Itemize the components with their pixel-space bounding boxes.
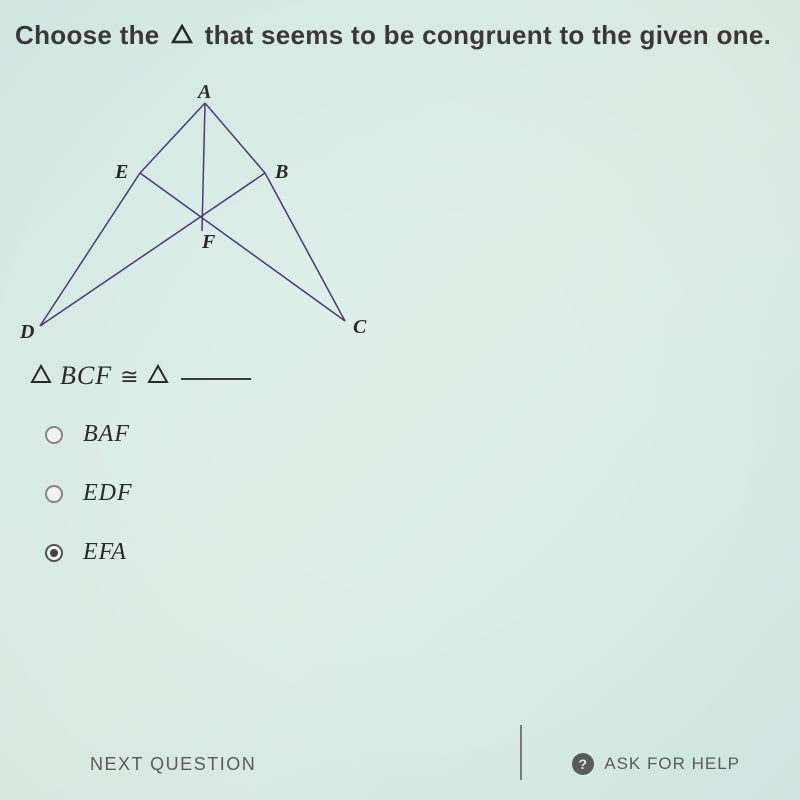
option-edf[interactable]: EDF [45, 480, 800, 507]
footer-divider [520, 725, 522, 780]
option-label: EDF [83, 480, 133, 507]
triangle-symbol-icon [171, 24, 193, 50]
triangle-icon [30, 363, 52, 391]
option-label: BAF [83, 421, 130, 448]
question-prompt: Choose the that seems to be congruent to… [0, 0, 800, 51]
help-icon: ? [572, 753, 594, 775]
vertex-label-e: E [115, 161, 128, 184]
option-baf[interactable]: BAF [45, 421, 800, 448]
ask-help-label: ASK FOR HELP [604, 754, 740, 774]
diagram-svg [20, 81, 380, 341]
vertex-label-b: B [275, 161, 288, 184]
question-suffix: that seems to be congruent to the given … [205, 20, 772, 50]
given-triangle-label: BCF [60, 361, 112, 391]
radio-icon [45, 544, 63, 562]
option-efa[interactable]: EFA [45, 539, 800, 566]
question-prefix: Choose the [15, 20, 160, 50]
vertex-label-a: A [198, 81, 211, 104]
triangle-icon [147, 363, 169, 391]
vertex-label-c: C [353, 316, 366, 339]
next-question-button[interactable]: NEXT QUESTION [90, 754, 256, 775]
congruent-symbol: ≅ [120, 364, 138, 390]
vertex-label-f: F [202, 231, 215, 254]
triangle-diagram: A B C D E F [20, 81, 380, 341]
radio-icon [45, 426, 63, 444]
option-label: EFA [83, 539, 127, 566]
congruence-expression: BCF ≅ [30, 361, 800, 391]
radio-icon [45, 485, 63, 503]
footer-bar: NEXT QUESTION ? ASK FOR HELP [0, 753, 800, 775]
ask-help-button[interactable]: ? ASK FOR HELP [572, 753, 740, 775]
vertex-label-d: D [20, 321, 34, 344]
answer-options: BAF EDF EFA [45, 421, 800, 566]
answer-blank [181, 378, 251, 380]
